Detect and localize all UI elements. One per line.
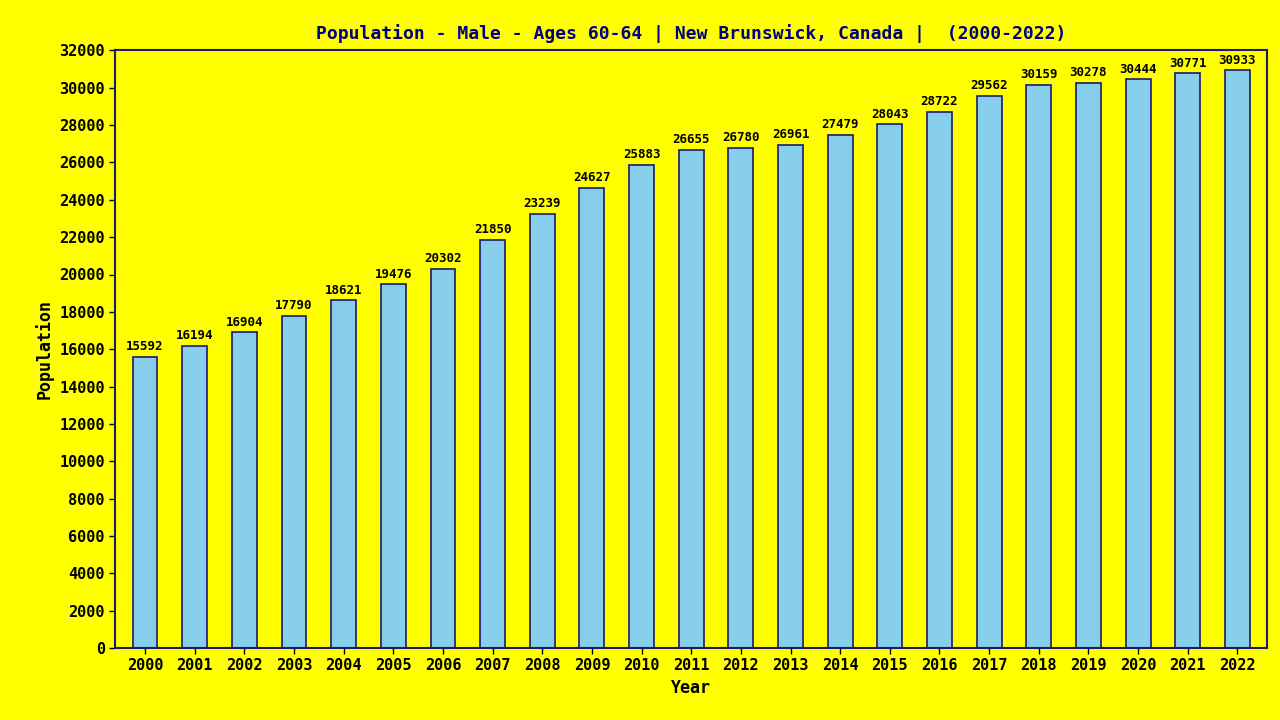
Bar [430, 269, 456, 648]
Text: 26961: 26961 [772, 127, 809, 141]
Text: 17790: 17790 [275, 299, 312, 312]
Text: 16904: 16904 [225, 315, 264, 328]
Bar [1076, 83, 1101, 648]
Bar [182, 346, 207, 648]
Bar [977, 96, 1001, 648]
Bar [480, 240, 506, 648]
Text: 15592: 15592 [127, 340, 164, 353]
Text: 24627: 24627 [573, 171, 611, 184]
X-axis label: Year: Year [671, 679, 712, 697]
Bar [678, 150, 704, 648]
Bar [530, 214, 554, 648]
Bar [630, 165, 654, 648]
Bar [1125, 79, 1151, 648]
Bar [381, 284, 406, 648]
Text: 30933: 30933 [1219, 53, 1256, 66]
Bar [1175, 73, 1201, 648]
Text: 26655: 26655 [672, 133, 710, 146]
Bar [580, 188, 604, 648]
Bar [1027, 85, 1051, 648]
Text: 29562: 29562 [970, 79, 1007, 92]
Text: 30278: 30278 [1070, 66, 1107, 78]
Text: 20302: 20302 [424, 252, 462, 265]
Text: 21850: 21850 [474, 223, 511, 236]
Bar [332, 300, 356, 648]
Bar [232, 333, 257, 648]
Bar [133, 357, 157, 648]
Text: 30159: 30159 [1020, 68, 1057, 81]
Bar [877, 125, 902, 648]
Text: 28722: 28722 [920, 95, 959, 108]
Text: 23239: 23239 [524, 197, 561, 210]
Text: 30444: 30444 [1119, 63, 1157, 76]
Text: 19476: 19476 [375, 268, 412, 281]
Y-axis label: Population: Population [35, 300, 54, 399]
Bar [828, 135, 852, 648]
Bar [728, 148, 753, 648]
Bar [778, 145, 803, 648]
Title: Population - Male - Ages 60-64 | New Brunswick, Canada |  (2000-2022): Population - Male - Ages 60-64 | New Bru… [316, 24, 1066, 43]
Text: 16194: 16194 [175, 329, 214, 342]
Text: 25883: 25883 [623, 148, 660, 161]
Bar [1225, 71, 1249, 648]
Bar [282, 316, 306, 648]
Text: 27479: 27479 [822, 118, 859, 131]
Text: 18621: 18621 [325, 284, 362, 297]
Text: 28043: 28043 [872, 107, 909, 120]
Text: 26780: 26780 [722, 131, 759, 144]
Text: 30771: 30771 [1169, 57, 1207, 70]
Bar [927, 112, 952, 648]
